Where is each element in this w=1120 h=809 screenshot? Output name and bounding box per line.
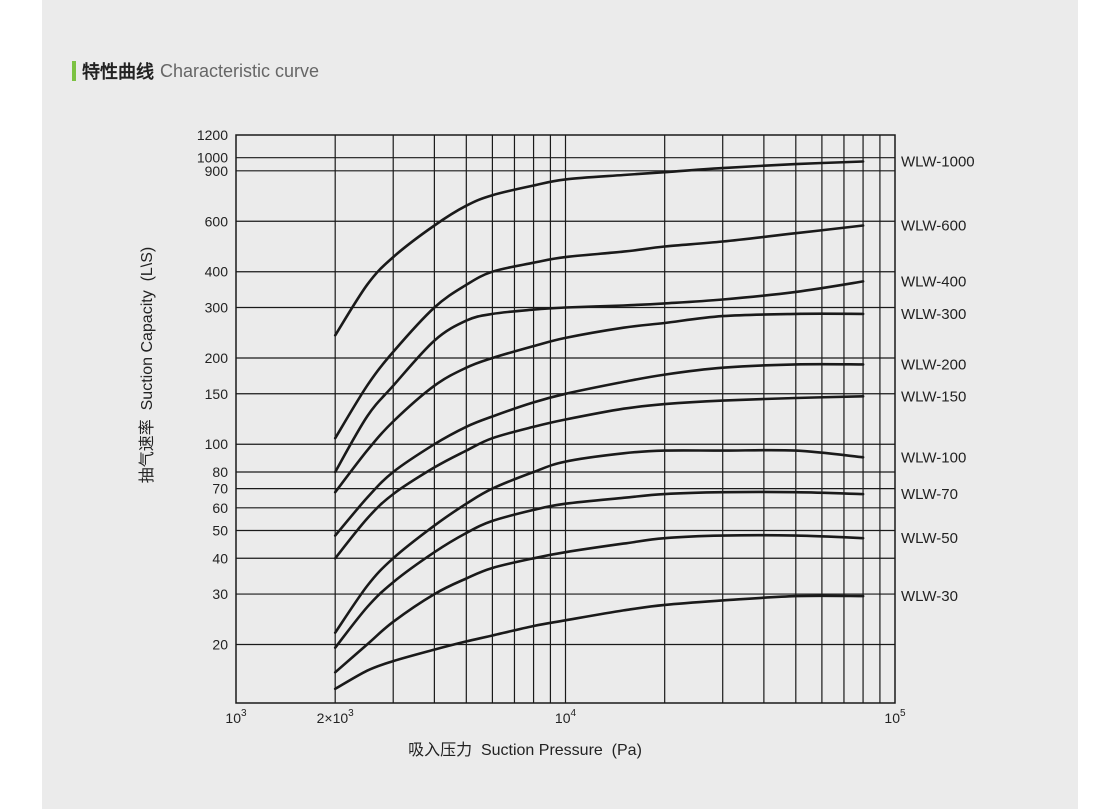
series-line-wlw-150 — [333, 395, 865, 560]
x-tick-label: 2×103 — [317, 708, 355, 726]
y-tick-label: 100 — [205, 436, 229, 452]
heading-title-zh: 特性曲线 — [82, 62, 154, 82]
series-label-wlw-400: WLW-400 — [901, 273, 966, 290]
series-label-wlw-50: WLW-50 — [901, 530, 958, 547]
y-tick-label: 150 — [205, 386, 229, 402]
y-tick-label: 400 — [205, 264, 229, 280]
y-tick-label: 70 — [212, 481, 228, 497]
series-line-wlw-1000 — [333, 160, 865, 337]
x-axis-title: 吸入压力 Suction Pressure (Pa) — [408, 741, 642, 759]
y-tick-label: 50 — [212, 522, 228, 538]
y-tick-label: 60 — [212, 500, 228, 516]
series-label-wlw-30: WLW-30 — [901, 588, 958, 605]
y-tick-label: 40 — [212, 550, 228, 566]
y-tick-label: 300 — [205, 300, 229, 316]
series-label-wlw-300: WLW-300 — [901, 306, 966, 323]
series-line-wlw-70 — [333, 490, 865, 649]
series-line-wlw-600 — [333, 224, 865, 440]
x-tick-label: 103 — [225, 708, 247, 726]
series-line-wlw-400 — [333, 280, 865, 474]
heading-title-en: Characteristic curve — [160, 60, 320, 81]
y-tick-label: 1200 — [197, 127, 228, 143]
series-label-wlw-70: WLW-70 — [901, 486, 958, 503]
series-label-wlw-100: WLW-100 — [901, 449, 966, 466]
y-tick-label: 30 — [212, 586, 228, 602]
plot-frame — [235, 134, 896, 704]
y-tick-label: 80 — [212, 464, 228, 480]
series-line-wlw-300 — [333, 312, 865, 494]
series-line-wlw-50 — [333, 533, 865, 674]
series-label-wlw-150: WLW-150 — [901, 388, 966, 405]
section-heading: 特性曲线 Characteristic curve — [72, 59, 319, 83]
y-tick-label: 900 — [205, 163, 229, 179]
y-tick-label: 1000 — [197, 150, 228, 166]
series-label-wlw-600: WLW-600 — [901, 217, 966, 234]
series-line-wlw-200 — [333, 362, 865, 537]
series-label-wlw-1000: WLW-1000 — [901, 153, 975, 170]
x-tick-label: 105 — [884, 708, 906, 726]
accent-bar — [72, 61, 76, 81]
y-tick-label: 20 — [212, 637, 228, 653]
series-line-wlw-30 — [333, 594, 865, 691]
y-tick-label: 600 — [205, 213, 229, 229]
y-axis-title: 抽气速率 Suction Capacity (L\S) — [138, 247, 156, 484]
curves — [333, 160, 865, 691]
x-tick-label: 104 — [555, 708, 577, 726]
y-tick-label: 200 — [205, 350, 229, 366]
series-label-wlw-200: WLW-200 — [901, 356, 966, 373]
series-line-wlw-100 — [333, 448, 865, 634]
